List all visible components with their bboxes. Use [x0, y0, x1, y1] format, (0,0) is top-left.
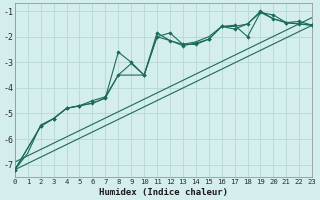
X-axis label: Humidex (Indice chaleur): Humidex (Indice chaleur) [99, 188, 228, 197]
